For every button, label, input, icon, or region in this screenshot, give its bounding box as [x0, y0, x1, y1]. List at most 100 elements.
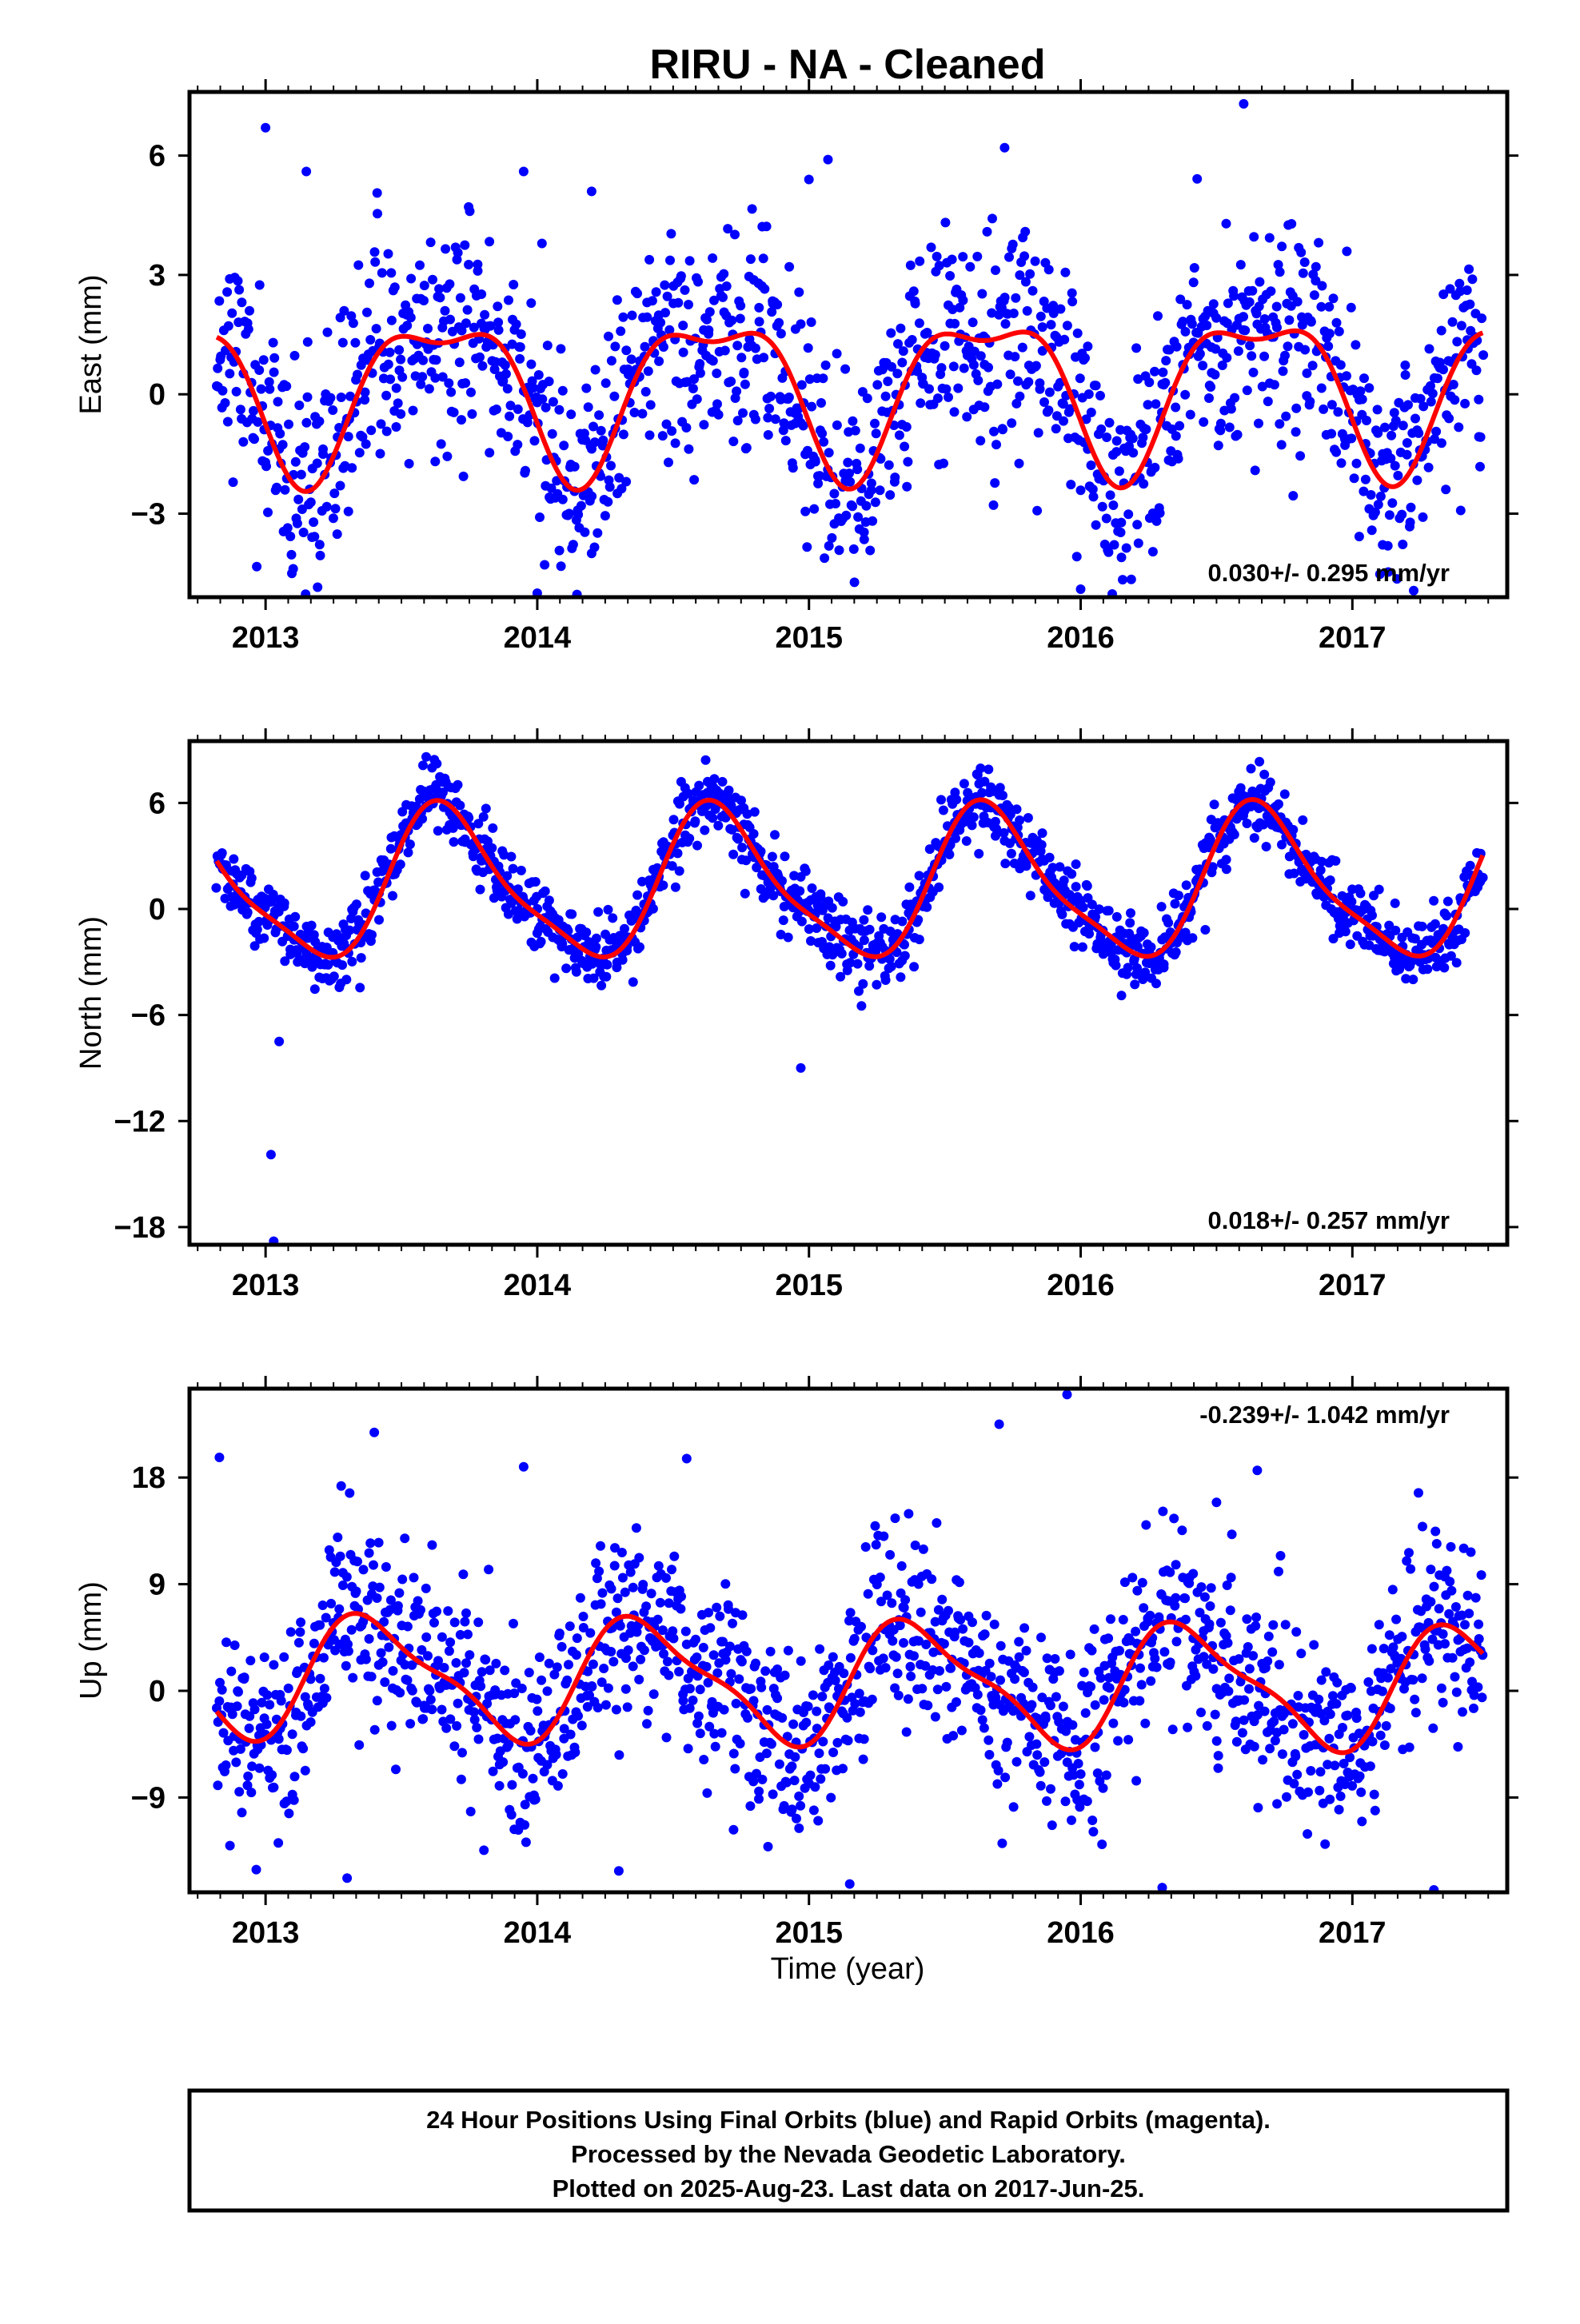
- east-point: [1390, 460, 1400, 471]
- up-point: [491, 1658, 501, 1668]
- north-point: [1261, 842, 1271, 851]
- up-point: [664, 1670, 674, 1680]
- east-point: [503, 432, 513, 441]
- east-point: [573, 509, 584, 520]
- north-point: [924, 844, 935, 855]
- up-point: [345, 1488, 355, 1498]
- up-point: [735, 1739, 745, 1748]
- up-point: [1335, 1791, 1346, 1801]
- up-point: [498, 1757, 509, 1768]
- east-point: [1444, 413, 1454, 424]
- up-point: [1231, 1716, 1241, 1727]
- east-point: [732, 386, 742, 397]
- east-point: [610, 341, 620, 352]
- up-point: [1387, 1585, 1398, 1595]
- up-point: [609, 1561, 620, 1571]
- up-point: [870, 1521, 880, 1531]
- up-point: [1263, 1656, 1273, 1666]
- up-point: [283, 1683, 293, 1693]
- up-point: [681, 1453, 692, 1464]
- north-point: [776, 930, 786, 939]
- east-point: [1065, 404, 1075, 414]
- east-point: [779, 418, 789, 429]
- up-point: [1476, 1570, 1486, 1581]
- east-frame: [187, 90, 1510, 600]
- east-point: [1414, 428, 1424, 438]
- up-point: [341, 1572, 352, 1582]
- north-point: [1288, 824, 1299, 835]
- up-point: [353, 1557, 362, 1567]
- east-point: [999, 293, 1010, 303]
- north-point: [1091, 911, 1101, 922]
- east-point: [1206, 382, 1216, 392]
- up-point: [460, 1616, 470, 1627]
- east-point: [968, 360, 979, 370]
- up-point: [289, 1795, 299, 1805]
- up-point: [559, 1724, 569, 1734]
- east-point: [689, 374, 699, 385]
- east-point: [1297, 320, 1307, 330]
- east-point: [1114, 466, 1124, 476]
- east-point: [1221, 218, 1231, 229]
- up-point: [838, 1764, 848, 1774]
- east-point: [1264, 233, 1275, 243]
- up-point: [1424, 1656, 1434, 1666]
- north-point: [351, 899, 361, 910]
- up-point: [592, 1703, 603, 1712]
- north-point: [405, 839, 415, 850]
- east-point: [1086, 407, 1096, 417]
- north-point: [736, 795, 746, 806]
- up-point: [391, 1764, 401, 1775]
- up-point: [395, 1688, 405, 1698]
- east-model-line: [215, 328, 1484, 494]
- east-point: [843, 457, 853, 468]
- east-xtick-label: 2017: [1319, 621, 1386, 655]
- up-point: [1223, 1638, 1233, 1648]
- up-point: [1119, 1684, 1130, 1695]
- up-point: [591, 1558, 601, 1569]
- north-point: [290, 911, 301, 922]
- east-point: [609, 391, 620, 401]
- east-point: [535, 512, 545, 522]
- up-point: [813, 1816, 824, 1826]
- up-point: [1375, 1730, 1386, 1740]
- east-point: [269, 353, 280, 363]
- east-point: [699, 420, 709, 430]
- up-point: [372, 1696, 382, 1706]
- east-point: [989, 426, 999, 436]
- east-point: [861, 500, 872, 511]
- up-point: [1458, 1707, 1467, 1717]
- up-point: [276, 1696, 286, 1706]
- north-point: [922, 902, 932, 912]
- up-point: [1367, 1736, 1378, 1747]
- up-point: [606, 1647, 616, 1656]
- up-point: [946, 1663, 956, 1673]
- east-point: [730, 229, 740, 240]
- east-point: [412, 339, 422, 349]
- east-point: [1454, 422, 1464, 433]
- east-point: [681, 423, 692, 433]
- east-point: [660, 280, 670, 290]
- east-point: [1147, 508, 1158, 518]
- east-point: [1075, 584, 1086, 594]
- east-point: [758, 253, 768, 264]
- north-point: [836, 971, 846, 982]
- north-point: [502, 871, 513, 881]
- east-point: [992, 379, 1003, 389]
- up-point: [229, 1640, 240, 1650]
- north-point: [1181, 880, 1191, 891]
- up-point: [757, 1774, 768, 1784]
- east-point: [1402, 449, 1412, 460]
- east-point: [526, 359, 537, 369]
- north-point: [1277, 839, 1287, 850]
- up-point: [544, 1658, 554, 1668]
- east-point: [336, 393, 346, 402]
- east-point: [580, 527, 590, 537]
- east-point: [1211, 344, 1221, 354]
- east-point: [984, 362, 993, 373]
- up-point: [1410, 1708, 1421, 1718]
- east-point: [1295, 451, 1306, 461]
- up-point: [1239, 1695, 1250, 1705]
- east-point: [1406, 502, 1416, 512]
- north-point: [1123, 963, 1133, 973]
